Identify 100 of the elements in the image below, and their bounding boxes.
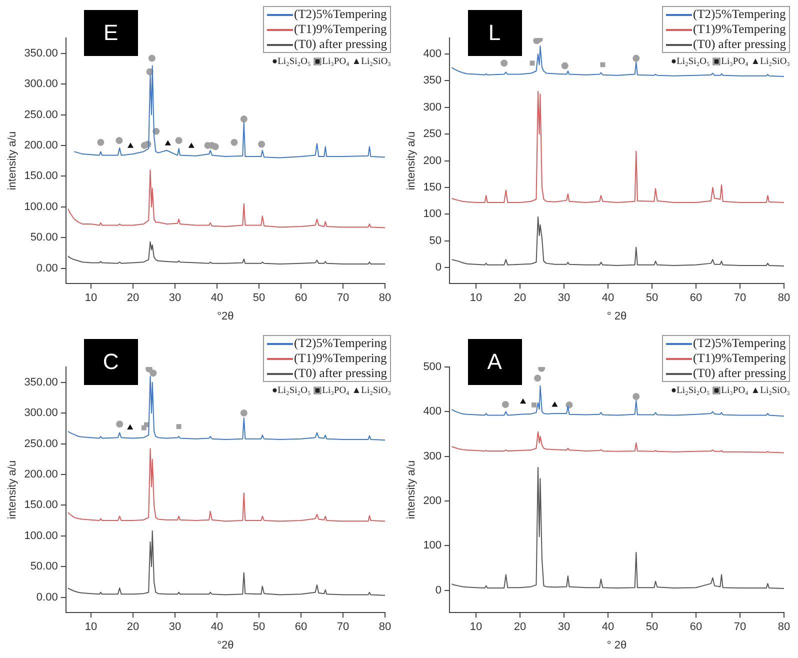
x-tick-label: 60 (690, 621, 702, 634)
y-tick-label: 100.00 (24, 200, 58, 213)
x-tick-label: 10 (470, 621, 482, 634)
point (230, 138, 238, 146)
x-tick-label: 80 (778, 621, 790, 634)
y-tick-label: 250 (423, 128, 442, 140)
y-axis-title: intensity a/u (406, 460, 418, 520)
x-tick-label: 40 (210, 292, 224, 304)
x-tick-label: 80 (778, 292, 790, 304)
x-tick-label: 50 (646, 621, 658, 634)
point (176, 424, 182, 430)
y-tick-label: 200.00 (24, 139, 58, 152)
x-tick-label: 30 (168, 292, 182, 304)
legend-label: (T0) after pressing (692, 366, 786, 381)
x-tick-label: 70 (336, 292, 350, 304)
y-tick-label: 200 (423, 154, 442, 167)
point (127, 424, 134, 430)
y-tick-label: 300 (423, 450, 442, 462)
chart-title: A (468, 339, 522, 385)
chart-title: C (84, 339, 138, 385)
x-tick-label: 20 (514, 292, 526, 304)
x-tick-label: 30 (558, 621, 570, 634)
annotation: ●Li₂Si₂O₅ ▣Li₃PO₄ ▲Li₂SiO₃ (272, 385, 391, 396)
point (127, 142, 134, 148)
x-tick-label: 10 (84, 292, 98, 304)
legend-label: (T1)9%Tempering (692, 351, 786, 366)
y-tick-label: 300.00 (24, 78, 58, 90)
y-tick-label: 50.00 (30, 232, 58, 244)
y-tick-label: 200 (423, 494, 442, 507)
y-tick-label: 350 (423, 74, 442, 87)
legend-label: (T0) after pressing (294, 366, 387, 381)
y-axis-title: intensity a/u (6, 131, 19, 190)
point (97, 138, 104, 146)
legend-label: (T1)9%Tempering (294, 351, 387, 366)
legend-label: (T1)9%Tempering (294, 22, 387, 37)
legend-label: (T1)9%Tempering (692, 22, 786, 37)
x-axis-title: °2θ (217, 310, 234, 322)
y-tick-label: 300 (423, 101, 442, 114)
y-tick-label: 50 (429, 234, 442, 247)
y-axis-title: intensity a/u (6, 460, 19, 520)
x-tick-label: 70 (336, 621, 350, 634)
point (148, 54, 156, 62)
annotation: ●Li₂Si₂O₅ ▣Li₃PO₄ ▲Li₂SiO₃ (670, 56, 790, 67)
y-tick-label: 100.00 (24, 530, 58, 542)
legend-label: (T0) after pressing (692, 37, 786, 52)
x-tick-label: 20 (514, 621, 526, 634)
x-axis-title: ° 2θ (606, 639, 627, 652)
point (116, 137, 123, 144)
legend-label: (T2)5%Tempering (294, 336, 387, 351)
point (164, 140, 171, 146)
y-tick-label: 50.00 (30, 560, 58, 573)
x-tick-label: 10 (84, 621, 98, 634)
point (150, 370, 157, 377)
point (175, 137, 182, 144)
y-tick-label: 250.00 (24, 438, 58, 450)
chart-title: E (84, 10, 138, 56)
point (145, 367, 152, 372)
x-tick-label: 20 (126, 292, 140, 304)
y-tick-label: 200.00 (24, 468, 58, 480)
x-tick-label: 50 (646, 292, 658, 304)
x-axis-title: °2θ (217, 639, 234, 652)
y-tick-label: 350.00 (24, 376, 58, 388)
x-axis-title: ° 2θ (606, 310, 627, 322)
y-tick-label: 0 (435, 584, 442, 596)
y-tick-label: 150 (423, 182, 442, 194)
legend-label: (T0) after pressing (294, 37, 387, 52)
x-tick-label: 20 (126, 621, 140, 634)
x-tick-label: 80 (378, 292, 392, 304)
y-tick-label: 400 (423, 406, 442, 418)
y-axis-title: intensity a/u (406, 131, 418, 190)
y-tick-label: 400 (423, 48, 442, 60)
point (212, 143, 219, 150)
x-tick-label: 10 (470, 292, 482, 304)
legend-label: (T2)5%Tempering (692, 336, 786, 351)
chart-title: L (468, 10, 522, 56)
x-tick-label: 50 (252, 292, 266, 304)
annotation: ●Li₂Si₂O₅ ▣Li₃PO₄ ▲Li₂SiO₃ (272, 56, 391, 67)
x-tick-label: 40 (602, 621, 614, 634)
x-tick-label: 70 (734, 292, 746, 304)
y-tick-label: 0 (435, 262, 442, 274)
x-tick-label: 40 (602, 292, 614, 304)
y-tick-label: 500 (423, 361, 442, 374)
x-tick-label: 30 (168, 621, 182, 634)
legend-label: (T2)5%Tempering (294, 7, 387, 22)
point (240, 116, 248, 123)
x-tick-label: 60 (294, 621, 308, 634)
x-tick-label: 40 (210, 621, 224, 634)
annotation: ●Li₂Si₂O₅ ▣Li₃PO₄ ▲Li₂SiO₃ (670, 385, 790, 396)
point (240, 410, 248, 417)
point (188, 142, 194, 148)
x-tick-label: 70 (734, 621, 746, 634)
y-tick-label: 0.00 (36, 262, 58, 274)
y-tick-label: 350.00 (24, 47, 58, 60)
y-tick-label: 250.00 (24, 108, 58, 121)
x-tick-label: 60 (294, 292, 308, 304)
y-tick-label: 100 (423, 540, 442, 552)
y-tick-label: 150.00 (24, 499, 58, 512)
y-tick-label: 100 (423, 208, 442, 220)
x-tick-label: 60 (690, 292, 702, 304)
x-tick-label: 50 (252, 621, 266, 634)
